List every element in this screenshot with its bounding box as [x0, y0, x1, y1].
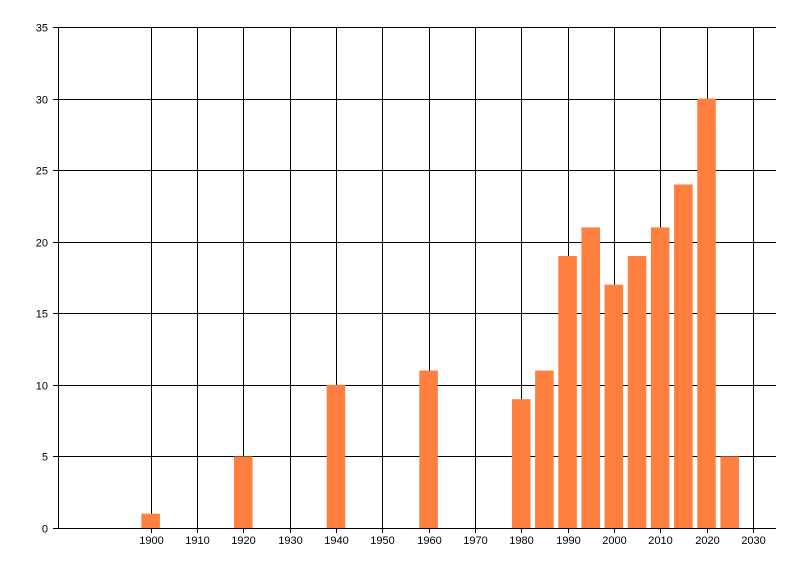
x-tick-label: 1900	[139, 535, 163, 547]
y-tick-label: 25	[36, 166, 48, 178]
x-tick-label: 2030	[741, 535, 765, 547]
bar	[720, 456, 739, 528]
y-tick-label: 10	[36, 381, 48, 393]
tick-labels: 0 5 10 15 20 25 30 35 1900 1910 1920 1930 1940 1950 19…	[36, 23, 766, 548]
y-tick-label: 15	[36, 309, 48, 321]
bars	[141, 98, 739, 529]
x-tick-label: 1980	[509, 535, 533, 547]
y-tick-label: 35	[36, 23, 48, 35]
x-tick-label: 2020	[695, 535, 719, 547]
y-tick-label: 5	[42, 452, 48, 464]
x-tick-label: 1910	[185, 535, 209, 547]
bar	[511, 399, 531, 528]
bar	[697, 98, 716, 529]
bar	[558, 256, 577, 528]
y-tick-label: 20	[36, 238, 48, 250]
bar	[535, 370, 554, 528]
x-tick-label: 1940	[324, 535, 348, 547]
axes	[53, 27, 776, 529]
bar	[674, 184, 693, 528]
x-tick-label: 1920	[231, 535, 255, 547]
bar	[326, 384, 346, 528]
bar	[627, 256, 647, 528]
bar	[234, 456, 253, 528]
x-tick-label: 1930	[278, 535, 302, 547]
y-tick-label: 30	[36, 95, 48, 107]
x-tick-label: 1990	[556, 535, 580, 547]
y-tick-label: 0	[42, 524, 48, 536]
bar	[650, 227, 670, 528]
bar	[581, 227, 600, 528]
bar	[419, 370, 438, 528]
x-tick-label: 1970	[463, 535, 487, 547]
bar	[141, 513, 160, 528]
x-tick-label: 2000	[602, 535, 626, 547]
x-tick-label: 2010	[648, 535, 672, 547]
x-tick-label: 1960	[417, 535, 441, 547]
x-tick-label: 1950	[370, 535, 394, 547]
bar	[604, 284, 624, 528]
